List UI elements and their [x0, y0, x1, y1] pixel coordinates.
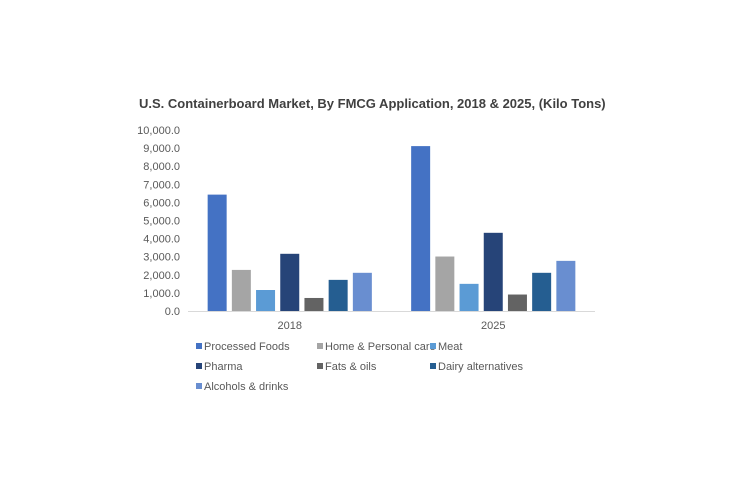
bar-pharma-2018 [280, 253, 300, 311]
legend-swatch [317, 363, 323, 369]
bar-meat-2025 [459, 283, 479, 311]
legend-label: Meat [438, 341, 463, 353]
y-tick-label: 7,000.0 [143, 179, 180, 191]
bar-fats-oils-2025 [507, 294, 527, 311]
legend-item: Meat [430, 341, 462, 353]
y-tick-label: 0.0 [165, 306, 180, 318]
y-tick-label: 3,000.0 [143, 252, 180, 264]
bar-pharma-2025 [483, 232, 503, 311]
x-tick-label: 2025 [481, 320, 505, 332]
legend-swatch [196, 363, 202, 369]
legend-item: Pharma [196, 361, 243, 373]
legend-item: Home & Personal care [317, 341, 436, 353]
bar-alcohols-drinks-2018 [352, 272, 372, 311]
chart-title: U.S. Containerboard Market, By FMCG Appl… [139, 96, 606, 111]
bar-meat-2018 [256, 290, 276, 311]
legend-label: Fats & oils [325, 361, 377, 373]
legend-label: Alcohols & drinks [204, 381, 289, 393]
legend-label: Home & Personal care [325, 341, 436, 353]
y-tick-label: 6,000.0 [143, 197, 180, 209]
legend-swatch [430, 363, 436, 369]
legend-swatch [196, 343, 202, 349]
bar-alcohols-drinks-2025 [556, 260, 576, 311]
y-tick-label: 8,000.0 [143, 161, 180, 173]
legend-item: Processed Foods [196, 341, 290, 353]
bar-fats-oils-2018 [304, 297, 324, 311]
legend-label: Processed Foods [204, 341, 290, 353]
bar-processed-foods-2018 [207, 194, 227, 311]
legend-swatch [430, 343, 436, 349]
legend-item: Alcohols & drinks [196, 381, 288, 393]
legend-item: Fats & oils [317, 361, 376, 373]
y-tick-label: 10,000.0 [137, 125, 180, 137]
bar-dairy-alternatives-2018 [328, 279, 348, 311]
legend-item: Dairy alternatives [430, 361, 523, 373]
bar-dairy-alternatives-2025 [532, 272, 552, 311]
y-tick-label: 4,000.0 [143, 234, 180, 246]
legend-swatch [196, 383, 202, 389]
legend-label: Pharma [204, 361, 243, 373]
y-tick-label: 5,000.0 [143, 216, 180, 228]
bar-home-personal-care-2025 [435, 256, 455, 311]
y-tick-label: 9,000.0 [143, 143, 180, 155]
x-tick-label: 2018 [278, 320, 302, 332]
bar-processed-foods-2025 [411, 146, 431, 311]
y-tick-label: 2,000.0 [143, 270, 180, 282]
bar-home-personal-care-2018 [231, 269, 251, 311]
legend-swatch [317, 343, 323, 349]
y-tick-label: 1,000.0 [143, 288, 180, 300]
legend-label: Dairy alternatives [438, 361, 523, 373]
